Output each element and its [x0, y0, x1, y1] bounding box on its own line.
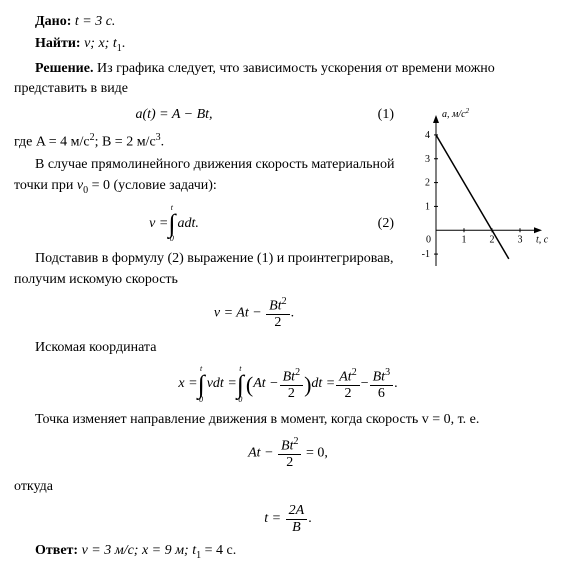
eq1-body: a(t) = A − Bt, [135, 107, 212, 122]
eq2-left: v = [149, 216, 168, 231]
answer-label: Ответ: [35, 543, 78, 558]
para-coordinate: Искомая координата [14, 338, 562, 358]
integral-icon: t ∫ 0 [198, 365, 205, 404]
integral-icon: t ∫ 0 [237, 365, 244, 404]
svg-text:t, с: t, с [536, 234, 549, 245]
para-direction: Точка изменяет направление движения в мо… [14, 410, 562, 430]
para2-eq0: = 0 (условие задачи): [88, 178, 217, 193]
eq2-body: adt. [177, 216, 198, 231]
integral-icon: t ∫ 0 [168, 204, 175, 243]
answer-body: v = 3 м/с; x = 9 м; t [78, 543, 196, 558]
given-line: Дано: t = 3 с. [14, 12, 562, 32]
equation-3: v = At − Bt2 2 . [14, 296, 562, 330]
equation-5: At − Bt2 2 = 0, [14, 436, 562, 470]
eq1-number: (1) [334, 105, 402, 125]
solution-line: Решение. Из графика следует, что зависим… [14, 59, 562, 100]
where-A: где A = 4 м/с [14, 135, 90, 150]
where-B: ; B = 2 м/с [95, 135, 156, 150]
svg-text:1: 1 [462, 234, 467, 245]
svg-text:3: 3 [425, 154, 430, 165]
svg-text:a, м/с2: a, м/с2 [442, 107, 470, 120]
svg-text:0: 0 [426, 234, 431, 245]
given-label: Дано: [35, 14, 71, 29]
svg-text:2: 2 [425, 178, 430, 189]
answer-line: Ответ: v = 3 м/с; x = 9 м; t1 = 4 с. [14, 541, 562, 563]
eq3-left: v = At − [214, 305, 265, 320]
solution-label: Решение. [35, 61, 93, 76]
eq2-number: (2) [334, 214, 402, 234]
para-whence: откуда [14, 477, 562, 497]
svg-text:-1: -1 [422, 249, 430, 260]
given-value: t = 3 с. [75, 14, 116, 29]
svg-text:3: 3 [518, 234, 523, 245]
svg-text:2: 2 [490, 234, 495, 245]
find-value: v; x; t [84, 36, 117, 51]
find-sub: 1 [117, 43, 122, 54]
equation-6: t = 2A B . [14, 503, 562, 535]
find-line: Найти: v; x; t1. [14, 34, 562, 56]
svg-text:4: 4 [425, 130, 430, 141]
find-label: Найти: [35, 36, 81, 51]
acceleration-chart: 1 2 3 -1 1 2 3 4 0 t, с a, м/с2 [412, 105, 562, 280]
svg-text:1: 1 [425, 202, 430, 213]
equation-4: x = t ∫ 0 vdt = t ∫ 0 ( At − Bt2 2 ) dt … [14, 365, 562, 404]
equation-1: a(t) = A − Bt, (1) [14, 105, 402, 125]
equation-2: v = t ∫ 0 adt. (2) [14, 204, 402, 243]
where-end: . [161, 135, 165, 150]
